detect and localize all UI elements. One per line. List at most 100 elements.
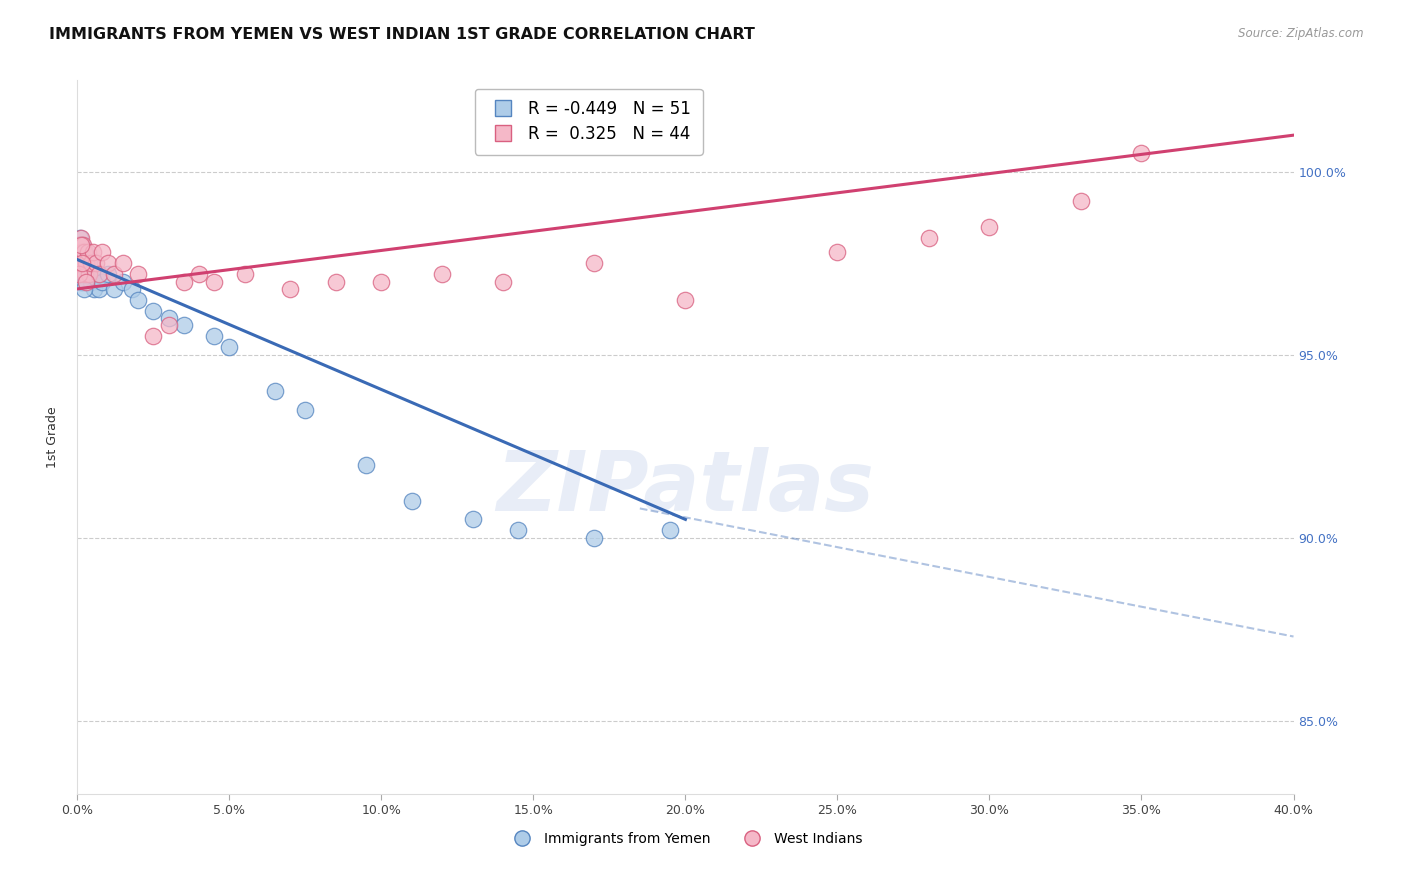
Point <box>70 238 93 252</box>
Point <box>69 245 91 260</box>
Point <box>97 267 120 281</box>
Point <box>218 340 240 354</box>
Point <box>75 275 97 289</box>
Point <box>70 256 93 270</box>
Point <box>142 303 165 318</box>
Point <box>83 282 105 296</box>
Point <box>82 267 104 281</box>
Point <box>188 267 211 281</box>
Point <box>87 282 110 296</box>
Point <box>69 245 91 260</box>
Point <box>121 282 143 296</box>
Point <box>70 275 93 289</box>
Point <box>173 318 195 333</box>
Point <box>508 524 530 538</box>
Point <box>461 512 484 526</box>
Point <box>401 494 423 508</box>
Point <box>659 524 682 538</box>
Y-axis label: 1st Grade: 1st Grade <box>45 406 59 468</box>
Point <box>1070 194 1092 208</box>
Point <box>69 267 91 281</box>
Point <box>918 230 941 244</box>
Point <box>77 245 100 260</box>
Point <box>73 282 96 296</box>
Point <box>90 245 112 260</box>
Point <box>77 267 100 281</box>
Point <box>79 267 101 281</box>
Point <box>70 267 93 281</box>
Point <box>84 267 107 281</box>
Point <box>127 267 149 281</box>
Point <box>492 275 515 289</box>
Point <box>69 238 91 252</box>
Point <box>73 256 96 270</box>
Point <box>67 238 90 252</box>
Point <box>73 267 96 281</box>
Point <box>325 275 347 289</box>
Point <box>142 329 165 343</box>
Point <box>70 256 93 270</box>
Point <box>73 245 96 260</box>
Point <box>70 245 93 260</box>
Point <box>103 267 125 281</box>
Point <box>69 230 91 244</box>
Point <box>69 245 91 260</box>
Point <box>583 531 606 545</box>
Point <box>87 267 110 281</box>
Text: ZIPatlas: ZIPatlas <box>496 447 875 527</box>
Point <box>72 245 94 260</box>
Point <box>72 238 94 252</box>
Point <box>69 256 91 270</box>
Point <box>354 458 377 472</box>
Point <box>827 245 849 260</box>
Point <box>111 256 134 270</box>
Text: Source: ZipAtlas.com: Source: ZipAtlas.com <box>1239 27 1364 40</box>
Point <box>103 282 125 296</box>
Point <box>979 219 1001 234</box>
Point <box>84 256 107 270</box>
Point <box>278 282 301 296</box>
Point <box>202 275 225 289</box>
Point <box>73 245 96 260</box>
Point <box>69 267 91 281</box>
Text: IMMIGRANTS FROM YEMEN VS WEST INDIAN 1ST GRADE CORRELATION CHART: IMMIGRANTS FROM YEMEN VS WEST INDIAN 1ST… <box>49 27 755 42</box>
Point <box>370 275 392 289</box>
Point <box>75 267 97 281</box>
Point <box>70 245 93 260</box>
Point <box>583 256 606 270</box>
Point <box>72 256 94 270</box>
Point <box>233 267 256 281</box>
Point <box>69 238 91 252</box>
Point <box>70 256 93 270</box>
Point <box>1130 146 1153 161</box>
Point <box>82 245 104 260</box>
Point <box>73 267 96 281</box>
Point <box>80 256 103 270</box>
Point <box>127 293 149 307</box>
Point <box>70 256 93 270</box>
Point <box>111 275 134 289</box>
Point <box>264 384 287 399</box>
Point <box>675 293 697 307</box>
Point <box>80 275 103 289</box>
Point <box>67 256 90 270</box>
Point <box>202 329 225 343</box>
Point <box>90 275 112 289</box>
Point <box>72 275 94 289</box>
Point <box>173 275 195 289</box>
Point <box>72 267 94 281</box>
Point <box>67 245 90 260</box>
Point <box>75 256 97 270</box>
Point <box>97 256 120 270</box>
Point <box>70 230 93 244</box>
Point <box>69 238 91 252</box>
Point <box>79 256 101 270</box>
Point <box>430 267 453 281</box>
Point <box>294 402 316 417</box>
Legend: Immigrants from Yemen, West Indians: Immigrants from Yemen, West Indians <box>502 826 869 851</box>
Point <box>72 256 94 270</box>
Point <box>157 318 180 333</box>
Point <box>72 256 94 270</box>
Point <box>157 311 180 326</box>
Point <box>75 275 97 289</box>
